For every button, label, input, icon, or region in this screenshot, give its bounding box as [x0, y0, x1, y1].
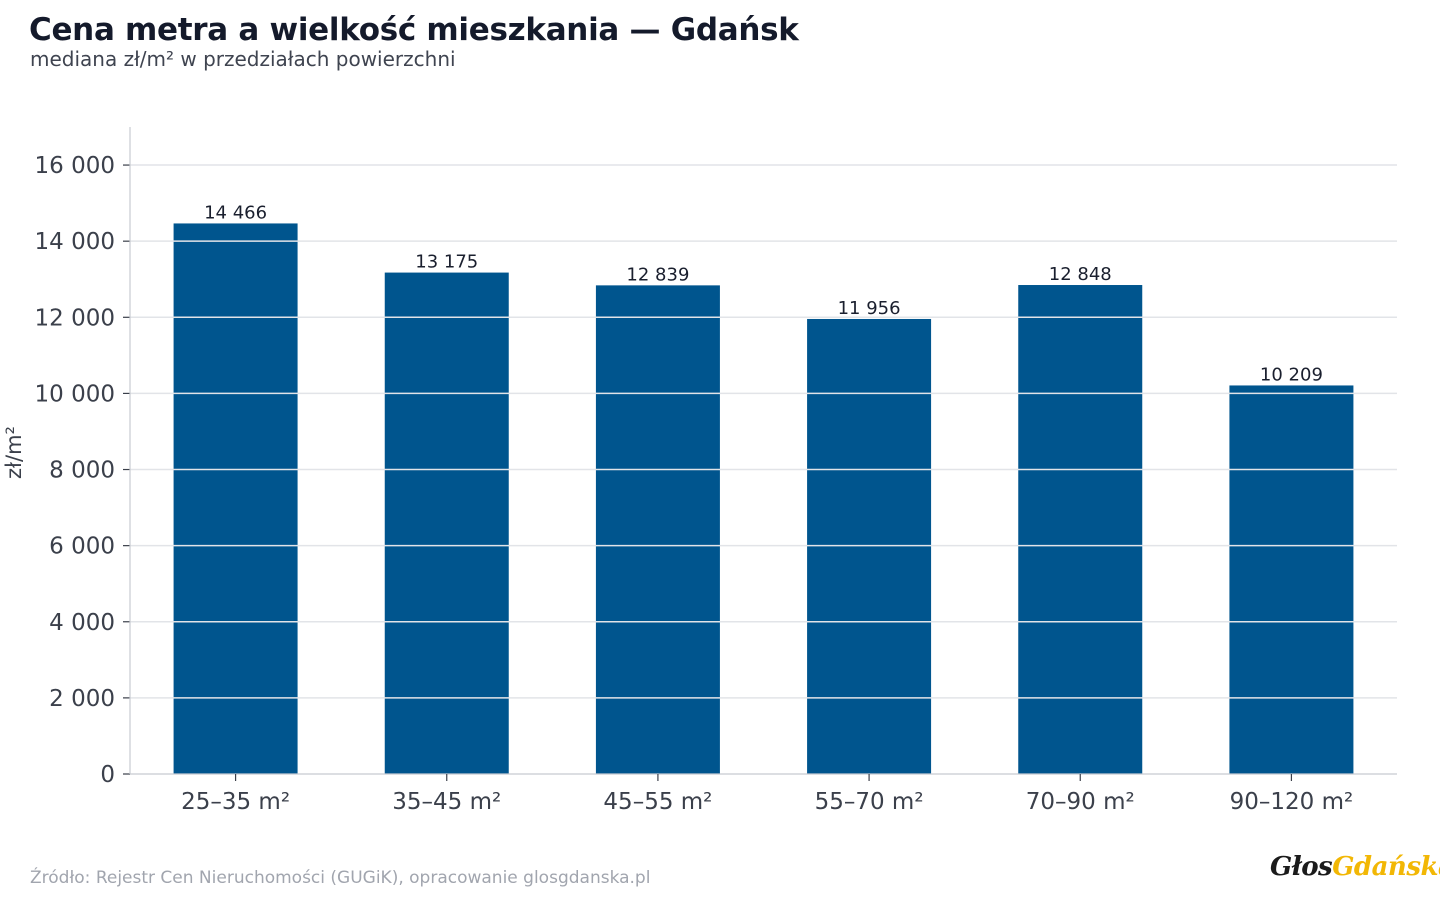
- y-tick-label: 2 000: [49, 686, 115, 712]
- logo-text-gdanska: Gdańska: [1332, 852, 1440, 882]
- y-tick-label: 16 000: [35, 153, 115, 179]
- bar: [1229, 385, 1354, 774]
- x-tick-label: 35–45 m²: [392, 789, 501, 815]
- chart-subtitle: mediana zł/m² w przedziałach powierzchni: [30, 47, 456, 71]
- bar: [595, 285, 720, 774]
- bar: [173, 223, 298, 775]
- data-label: 12 839: [626, 264, 689, 285]
- y-tick-label: 8 000: [49, 458, 115, 484]
- y-tick-label: 12 000: [35, 305, 115, 331]
- x-tick-label: 25–35 m²: [181, 789, 290, 815]
- x-tick-label: 70–90 m²: [1026, 789, 1135, 815]
- data-label: 13 175: [415, 252, 478, 273]
- y-tick-label: 6 000: [49, 534, 115, 560]
- source-note: Źródło: Rejestr Cen Nieruchomości (GUGiK…: [30, 868, 651, 888]
- logo-text-glos: Głos: [1270, 852, 1333, 882]
- bar: [384, 272, 509, 774]
- bar: [807, 318, 932, 774]
- x-tick-label: 45–55 m²: [603, 789, 712, 815]
- bar: [1018, 285, 1143, 774]
- data-label: 11 956: [838, 298, 901, 319]
- data-label: 14 466: [204, 202, 267, 223]
- x-tick-label: 55–70 m²: [815, 789, 924, 815]
- y-tick-label: 0: [100, 762, 115, 788]
- chart-title: Cena metra a wielkość mieszkania — Gdańs…: [29, 12, 799, 48]
- y-tick-label: 4 000: [49, 610, 115, 636]
- y-tick-label: 10 000: [35, 381, 115, 407]
- y-axis-label: zł/m²: [2, 426, 26, 479]
- data-label: 10 209: [1260, 364, 1323, 385]
- publisher-logo: GłosGdańska: [1270, 852, 1440, 882]
- x-tick-label: 90–120 m²: [1230, 789, 1354, 815]
- y-tick-label: 14 000: [35, 229, 115, 255]
- data-label: 12 848: [1049, 264, 1112, 285]
